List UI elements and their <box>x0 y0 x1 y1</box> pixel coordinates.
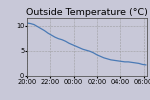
Title: Outside Temperature (°C): Outside Temperature (°C) <box>26 8 148 17</box>
